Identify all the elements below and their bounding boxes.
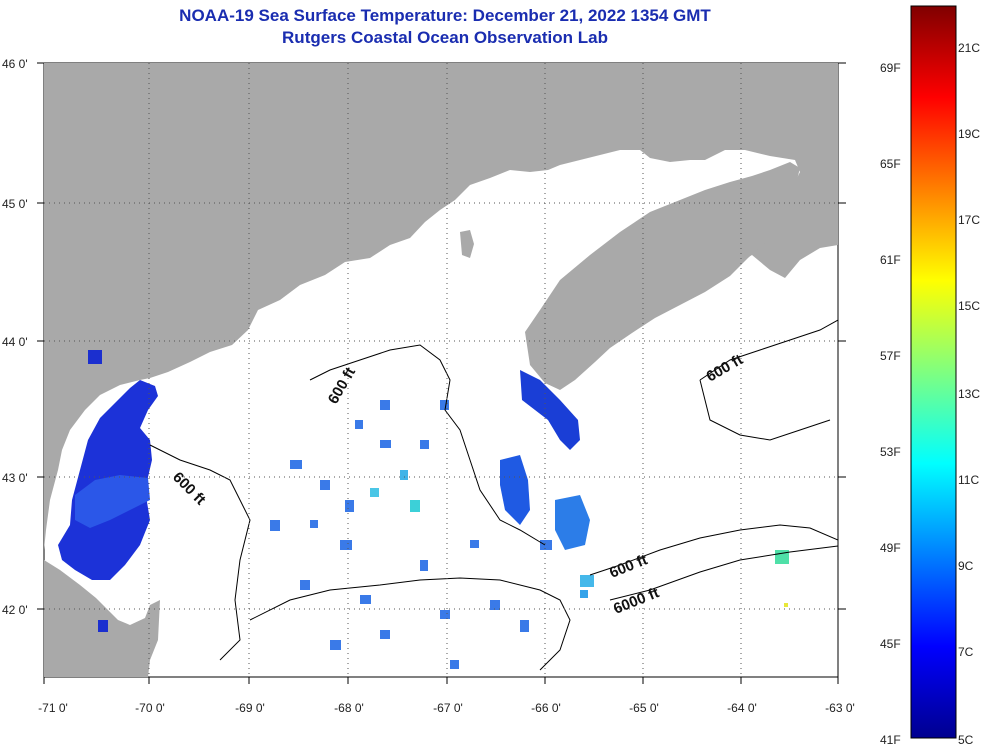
colorbar-f-label: 61F	[880, 253, 901, 267]
sst-georges-bank	[500, 455, 530, 525]
lon-label: -65 0'	[629, 701, 659, 715]
colorbar-c-label: 11C	[958, 473, 980, 487]
mainland-maine-land	[44, 63, 838, 550]
colorbar	[910, 5, 957, 739]
contour-600ft-scotian	[699, 319, 838, 441]
lat-label: 43 0'	[2, 471, 28, 485]
lon-label: -68 0'	[334, 701, 364, 715]
colorbar-f-label: 41F	[880, 733, 901, 747]
lon-label: -67 0'	[433, 701, 463, 715]
island-land	[460, 230, 474, 258]
sst-cape-patch	[98, 620, 108, 632]
colorbar-c-label: 15C	[958, 299, 981, 313]
contour-600ft-shelf-break	[589, 524, 838, 576]
lon-label: -64 0'	[727, 701, 757, 715]
lon-label: -69 0'	[235, 701, 265, 715]
colorbar-f-label: 69F	[880, 61, 901, 75]
lat-label: 44 0'	[2, 335, 28, 349]
colorbar-c-label: 21C	[958, 41, 981, 55]
sst-offshore-east	[555, 495, 590, 550]
lon-label: -63 0'	[825, 701, 855, 715]
colorbar-c-label: 9C	[958, 559, 974, 573]
colorbar-c-label: 7C	[958, 645, 974, 659]
sst-gulf-maine-west-inner	[75, 475, 150, 528]
sst-nh-patch	[88, 350, 102, 364]
sst-nova-scotia-shelf	[520, 370, 580, 450]
lat-label: 45 0'	[2, 197, 28, 211]
map-subtitle: Rutgers Coastal Ocean Observation Lab	[282, 28, 608, 47]
sst-warm-dot	[784, 603, 788, 607]
contour-600ft-gulf	[149, 444, 251, 661]
lon-label: -71 0'	[38, 701, 68, 715]
colorbar-f-label: 49F	[880, 541, 901, 555]
nova-scotia-land	[525, 162, 800, 390]
lat-label: 46 0'	[2, 57, 28, 71]
colorbar-f-label: 57F	[880, 349, 901, 363]
capecod-land	[44, 560, 160, 677]
frame-ticks	[37, 62, 846, 684]
lat-label: 42 0'	[2, 603, 28, 617]
sst-scattered-patches	[270, 400, 594, 669]
colorbar-f-label: 65F	[880, 157, 901, 171]
colorbar-f-label: 53F	[880, 445, 901, 459]
contour-600ft-georges	[249, 577, 571, 671]
contour-600ft-inner	[309, 344, 546, 546]
map-title: NOAA-19 Sea Surface Temperature: Decembe…	[179, 6, 711, 25]
lon-label: -66 0'	[531, 701, 561, 715]
lon-label: -70 0'	[135, 701, 165, 715]
colorbar-c-label: 19C	[958, 127, 981, 141]
contour-6000ft	[609, 545, 838, 601]
colorbar-f-label: 45F	[880, 637, 901, 651]
colorbar-c-label: 13C	[958, 387, 981, 401]
colorbar-c-label: 5C	[958, 733, 974, 747]
colorbar-c-label: 17C	[958, 213, 981, 227]
